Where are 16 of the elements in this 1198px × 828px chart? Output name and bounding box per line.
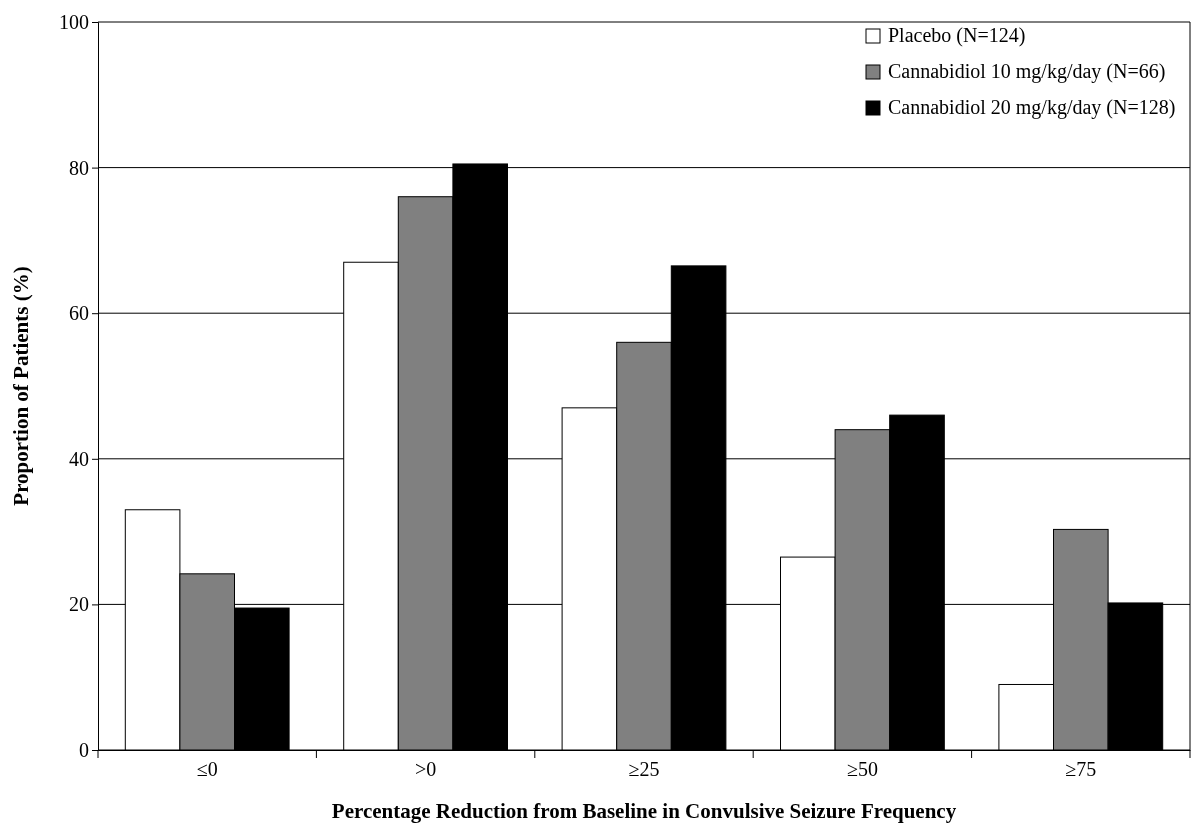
x-axis-title: Percentage Reduction from Baseline in Convulsive Seizure Frequency [331,799,957,823]
x-tick-label: ≥50 [846,758,878,781]
x-tick-label: ≥25 [628,758,660,781]
x-tick-label: ≥75 [1065,758,1097,781]
legend-label: Cannabidiol 10 mg/kg/day (N=66) [888,60,1166,83]
x-tick-label: >0 [414,758,437,781]
legend-label: Cannabidiol 20 mg/kg/day (N=128) [888,96,1176,119]
y-tick-label: 80 [69,156,89,179]
x-tick-label: ≤0 [196,758,218,781]
y-tick-label: 0 [79,738,89,761]
y-tick-label: 60 [69,302,89,325]
y-tick-label: 20 [69,593,89,616]
y-axis-title: Proportion of Patients (%) [9,266,33,506]
legend-label: Placebo (N=124) [888,24,1026,47]
y-tick-label: 40 [69,447,89,470]
y-tick-label: 100 [59,10,89,33]
